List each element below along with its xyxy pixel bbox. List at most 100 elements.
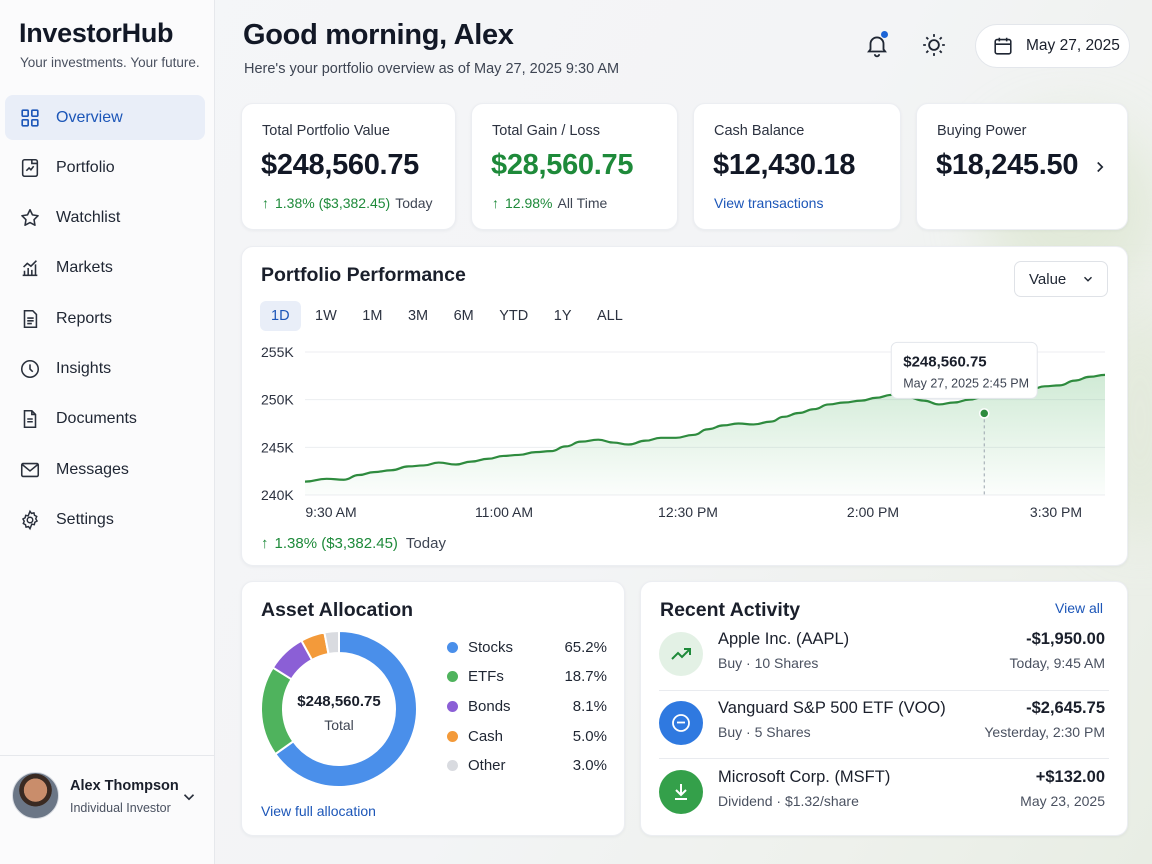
legend-item-bonds[interactable]: Bonds 8.1%	[447, 695, 607, 717]
sidebar-item-documents[interactable]: Documents	[5, 397, 205, 442]
legend-item-other[interactable]: Other 3.0%	[447, 755, 607, 777]
grid-icon	[19, 107, 41, 129]
divider	[659, 758, 1109, 759]
activity-row[interactable]: Microsoft Corp. (MSFT) Dividend · $1.32/…	[659, 762, 1109, 826]
performance-chart[interactable]: 255K 250K 245K 240K 9:30 AM 11:00 AM 12:30 PM 2…	[242, 337, 1129, 527]
legend-label: Cash	[468, 727, 504, 745]
sidebar-item-label: Markets	[56, 259, 113, 277]
activity-time: Today, 9:45 AM	[1009, 655, 1105, 671]
sidebar-item-reports[interactable]: Reports	[5, 296, 205, 341]
download-icon	[659, 770, 703, 814]
section-title: Portfolio Performance	[261, 264, 466, 286]
date-picker-button[interactable]: May 27, 2025	[975, 24, 1130, 68]
arrow-up-icon: ↑	[492, 195, 499, 211]
sidebar-item-markets[interactable]: Markets	[5, 246, 205, 291]
tab-range-3m[interactable]: 3M	[407, 308, 429, 324]
activity-qty: 10 Shares	[754, 655, 819, 671]
activity-time: Yesterday, 2:30 PM	[984, 724, 1105, 740]
sidebar-item-overview[interactable]: Overview	[5, 95, 205, 140]
metric-select[interactable]: Value	[1014, 261, 1108, 297]
tooltip-time: May 27, 2025 2:45 PM	[903, 376, 1029, 390]
legend-item-stocks[interactable]: Stocks 65.2%	[447, 636, 607, 658]
recent-activity-card: Recent Activity View all Apple Inc. (AAP…	[640, 581, 1128, 836]
legend-percent: 65.2%	[564, 638, 607, 656]
legend-swatch	[447, 760, 458, 772]
tab-range-6m[interactable]: 6M	[453, 308, 474, 324]
sidebar-item-messages[interactable]: Messages	[5, 447, 205, 492]
portfolio-performance-card: Portfolio Performance Value 1D 1W 1M 3M 6M YT…	[241, 246, 1128, 566]
chart-area-fill	[305, 374, 1105, 495]
donut-slice-etfs[interactable]	[260, 666, 295, 756]
sidebar-item-settings[interactable]: Settings	[5, 497, 205, 542]
page-subtitle: Here's your portfolio overview as of May…	[244, 61, 620, 77]
activity-type: Buy	[718, 724, 743, 740]
notification-badge	[881, 31, 888, 38]
buying-power-card[interactable]: Buying Power $18,245.50	[916, 103, 1128, 230]
sun-icon[interactable]	[921, 32, 947, 58]
allocation-donut-chart[interactable]	[260, 630, 418, 788]
x-tick-label: 3:30 PM	[1030, 504, 1082, 520]
sidebar-item-label: Settings	[56, 510, 114, 528]
change-value: 12.98%	[505, 195, 553, 211]
activity-type: Buy	[718, 655, 743, 671]
legend-label: Bonds	[468, 697, 511, 715]
portfolio-icon	[19, 157, 41, 179]
activity-amount: -$1,950.00	[1026, 630, 1105, 648]
stat-change: ↑ 1.38% ($3,382.45) Today	[262, 195, 433, 211]
sidebar-item-label: Reports	[56, 309, 113, 327]
sidebar-item-insights[interactable]: Insights	[5, 346, 205, 391]
user-name: Alex Thompson	[70, 778, 179, 794]
trending-up-icon	[659, 632, 703, 676]
tab-range-1w[interactable]: 1W	[315, 308, 337, 324]
y-tick-label: 245K	[261, 439, 294, 455]
activity-row[interactable]: Apple Inc. (AAPL) Buy · 10 Shares -$1,95…	[659, 624, 1109, 688]
donut-center-value: $248,560.75	[297, 693, 381, 710]
donut-slice-stocks[interactable]	[273, 630, 418, 788]
tab-range-1d[interactable]: 1D	[260, 301, 301, 331]
app-logo[interactable]: InvestorHub	[19, 18, 174, 48]
legend-item-etfs[interactable]: ETFs 18.7%	[447, 666, 607, 688]
section-title: Recent Activity	[660, 599, 801, 621]
highlight-point[interactable]	[978, 408, 990, 419]
view-transactions-link[interactable]: View transactions	[714, 195, 823, 211]
view-full-allocation-link[interactable]: View full allocation	[261, 803, 376, 819]
sidebar-item-label: Watchlist	[56, 209, 121, 227]
activity-qty: $1.32/share	[784, 793, 859, 809]
select-value: Value	[1029, 270, 1067, 288]
activity-name: Apple Inc. (AAPL)	[718, 630, 850, 648]
link-text[interactable]: View transactions	[714, 195, 824, 211]
tab-range-ytd[interactable]: YTD	[499, 308, 529, 324]
view-all-link[interactable]: View all	[1055, 600, 1103, 616]
section-title: Asset Allocation	[261, 599, 414, 621]
legend-label: Stocks	[468, 638, 514, 656]
activity-name: Vanguard S&P 500 ETF (VOO)	[718, 699, 946, 717]
user-profile[interactable]: Alex Thompson Individual Investor	[0, 755, 214, 864]
asset-allocation-card: Asset Allocation $248,560.75 Total Stock…	[241, 581, 625, 836]
stat-label: Total Portfolio Value	[262, 123, 390, 139]
donut-slice-other[interactable]	[323, 630, 340, 656]
y-tick-label: 255K	[261, 344, 294, 360]
chevron-down-icon	[1084, 276, 1092, 282]
bell-icon[interactable]	[864, 32, 890, 58]
tab-range-all[interactable]: ALL	[597, 308, 623, 324]
x-tick-label: 9:30 AM	[305, 504, 356, 520]
sidebar-item-watchlist[interactable]: Watchlist	[5, 196, 205, 241]
legend-swatch	[447, 671, 458, 683]
chevron-down-icon[interactable]	[180, 788, 198, 806]
activity-row[interactable]: Vanguard S&P 500 ETF (VOO) Buy · 5 Share…	[659, 693, 1109, 757]
arrow-up-icon: ↑	[262, 195, 269, 211]
sidebar-item-portfolio[interactable]: Portfolio	[5, 145, 205, 190]
activity-detail: Dividend · $1.32/share	[718, 793, 859, 809]
sidebar-item-label: Overview	[56, 108, 123, 126]
stat-value: $12,430.18	[713, 149, 856, 181]
change-period: Today	[405, 535, 446, 552]
chevron-right-icon[interactable]	[1091, 158, 1109, 176]
legend-label: ETFs	[468, 668, 504, 686]
y-tick-label: 240K	[261, 487, 294, 503]
avatar[interactable]	[12, 772, 59, 819]
legend-item-cash[interactable]: Cash 5.0%	[447, 725, 607, 747]
sidebar: InvestorHub Your investments. Your futur…	[0, 0, 215, 864]
tab-range-1y[interactable]: 1Y	[553, 308, 572, 324]
tab-range-1m[interactable]: 1M	[362, 308, 383, 324]
app-tagline: Your investments. Your future.	[20, 55, 200, 70]
